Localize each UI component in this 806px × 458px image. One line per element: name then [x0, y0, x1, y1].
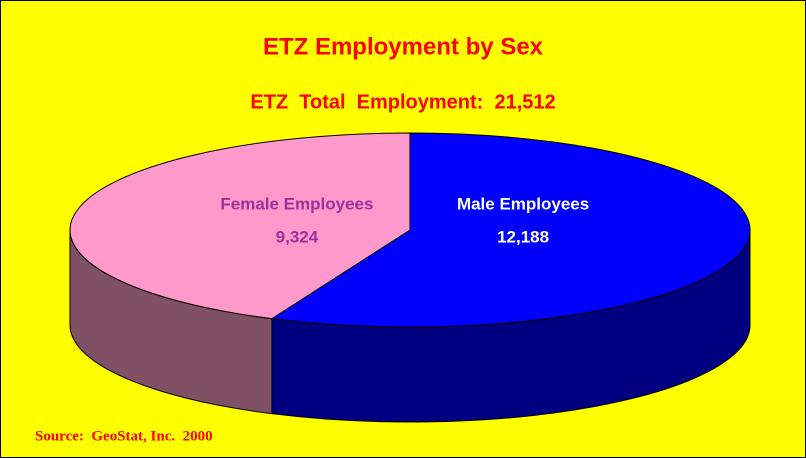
slice-value-label: 9,324: [276, 227, 319, 246]
pie-slice: [69, 132, 411, 320]
source-note: Source: GeoStat, Inc. 2000: [35, 428, 213, 444]
chart-title: ETZ Employment by Sex: [263, 33, 544, 60]
slice-value-label: 12,188: [497, 227, 549, 246]
pie-slice: [270, 132, 751, 328]
chart-subtitle: ETZ Total Employment: 21,512: [250, 91, 555, 113]
slice-label: Female Employees: [220, 194, 373, 213]
slice-label: Male Employees: [457, 194, 589, 213]
